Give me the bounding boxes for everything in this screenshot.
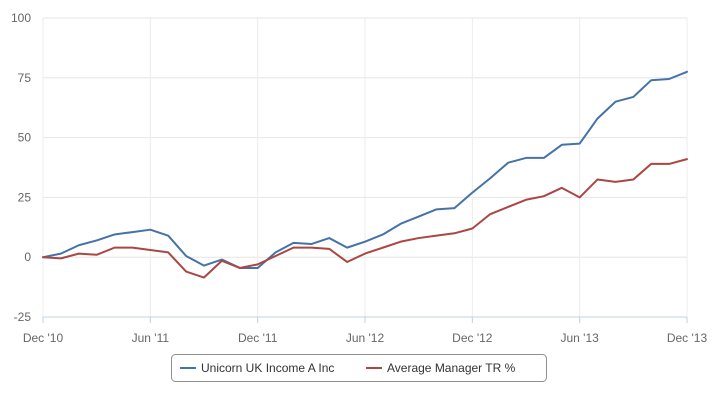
grid (42, 17, 688, 318)
x-tick-label: Jun '13 (561, 331, 600, 345)
x-tick-label: Dec '10 (23, 331, 64, 345)
legend-item-2[interactable]: Average Manager TR % (366, 361, 516, 375)
y-tick-label: 0 (24, 250, 31, 264)
legend-label: Unicorn UK Income A Inc (201, 361, 334, 375)
series-line-1 (42, 70, 688, 269)
series-lines (42, 70, 688, 279)
y-tick-label: 75 (18, 71, 32, 85)
x-tick-label: Dec '13 (667, 331, 708, 345)
axes: 100 75 50 25 0 -25 Dec '10 Jun '11 Dec '11 Jun '1… (11, 11, 708, 345)
y-tick-label: 50 (18, 131, 32, 145)
x-tick-label: Jun '12 (346, 331, 385, 345)
x-tick-label: Dec '11 (238, 331, 278, 345)
series-line-2 (42, 158, 688, 279)
x-tick-label: Dec '12 (452, 331, 493, 345)
y-tick-label: 25 (18, 190, 32, 204)
y-tick-label: -25 (14, 310, 32, 324)
y-tick-label: 100 (11, 11, 31, 25)
legend-label: Average Manager TR % (387, 361, 516, 375)
x-tick-label: Jun '11 (132, 331, 170, 345)
legend-box (171, 354, 547, 382)
legend-item-1[interactable]: Unicorn UK Income A Inc (180, 361, 334, 375)
legend[interactable]: Unicorn UK Income A Inc Average Manager T… (171, 354, 547, 382)
